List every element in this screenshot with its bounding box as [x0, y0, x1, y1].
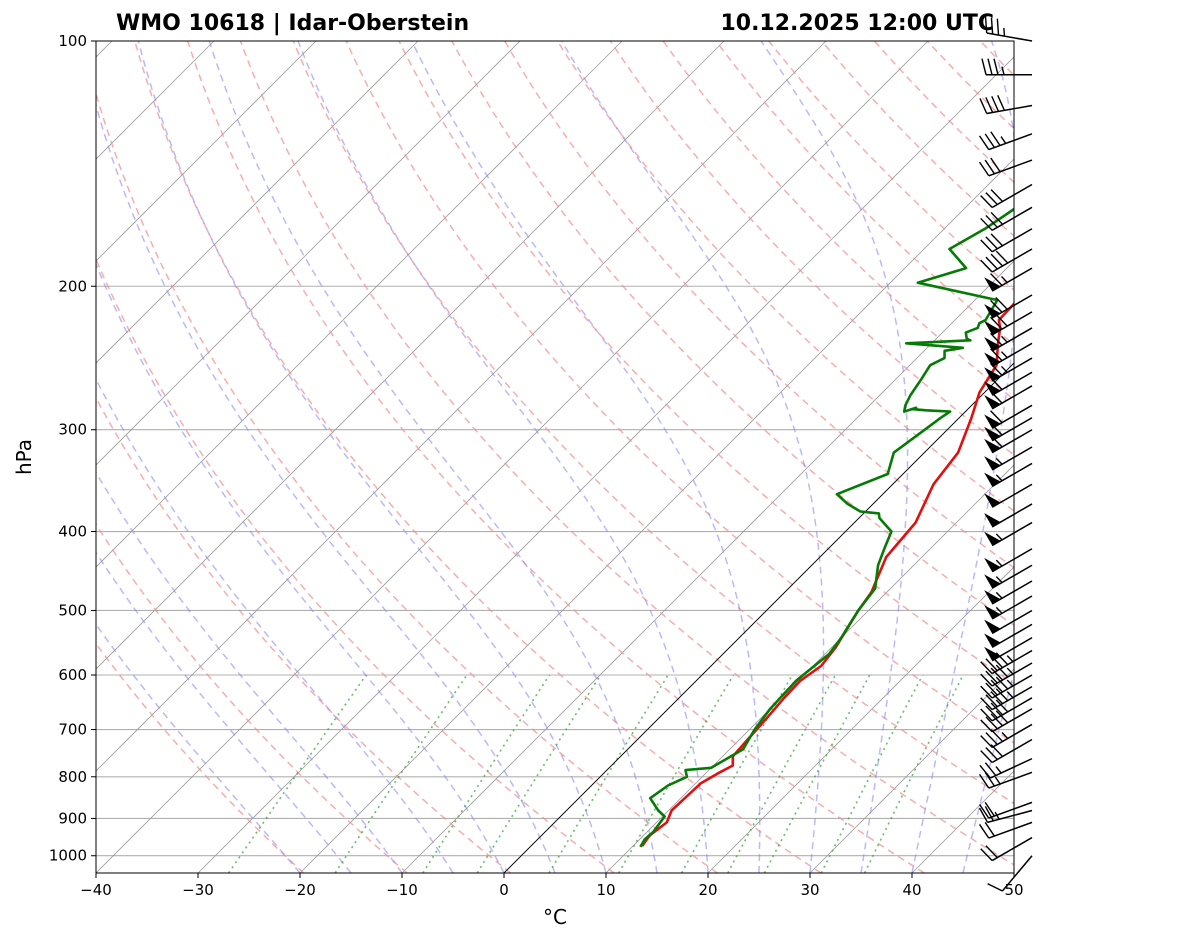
x-tick-label: 0 [499, 881, 509, 899]
y-tick-label: 600 [58, 666, 87, 684]
y-tick-label: 900 [58, 809, 87, 827]
y-tick-label: 700 [58, 721, 87, 739]
x-tick-label: −20 [284, 881, 316, 899]
x-tick-label: 40 [902, 881, 921, 899]
y-axis-label: hPa [12, 439, 36, 475]
y-tick-label: 400 [58, 523, 87, 541]
y-tick-label: 500 [58, 601, 87, 619]
x-tick-label: −10 [386, 881, 418, 899]
x-axis-label: °C [543, 905, 567, 929]
y-tick-label: 1000 [49, 847, 87, 865]
chart-datetime: 10.12.2025 12:00 UTC [720, 11, 994, 36]
x-tick-label: −40 [80, 881, 112, 899]
x-tick-label: −30 [182, 881, 214, 899]
y-tick-label: 300 [58, 421, 87, 439]
y-tick-label: 800 [58, 768, 87, 786]
y-tick-label: 200 [58, 277, 87, 295]
x-tick-label: 10 [596, 881, 615, 899]
x-tick-label: 30 [800, 881, 819, 899]
wind-barb-half-flag [1004, 28, 1005, 36]
y-tick-label: 100 [58, 32, 87, 50]
chart-title: WMO 10618 | Idar-Oberstein [116, 11, 469, 36]
x-tick-label: 20 [698, 881, 717, 899]
x-tick-label: 50 [1004, 881, 1023, 899]
